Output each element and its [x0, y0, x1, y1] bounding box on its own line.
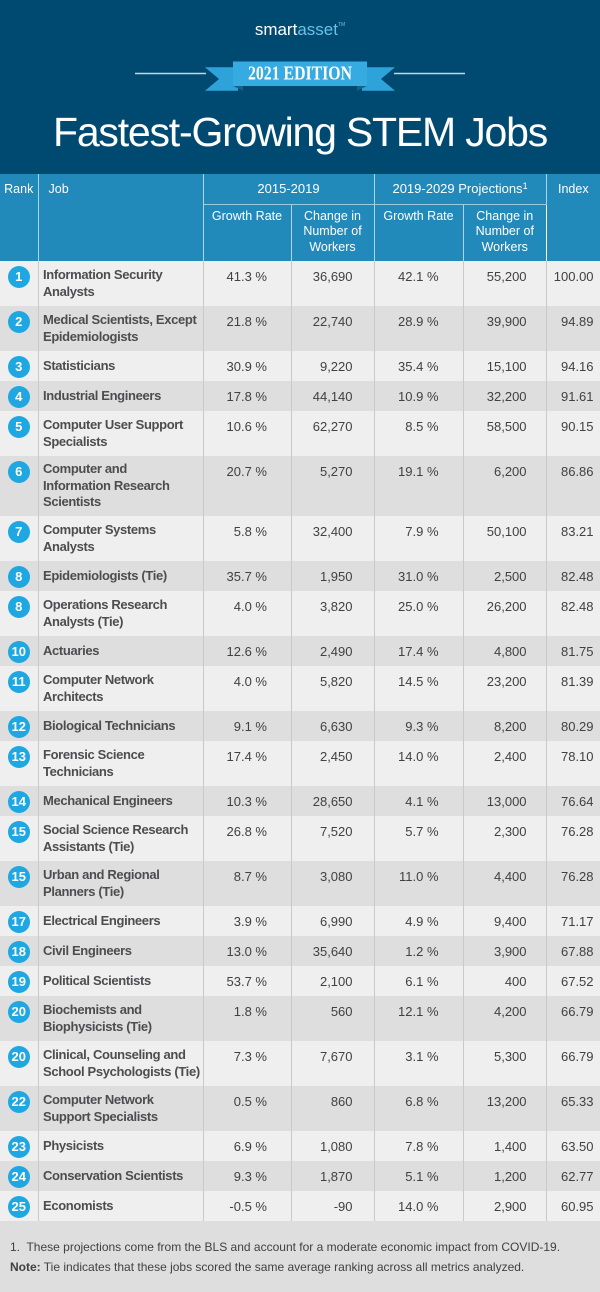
- svg-text:2021 EDITION: 2021 EDITION: [248, 63, 352, 85]
